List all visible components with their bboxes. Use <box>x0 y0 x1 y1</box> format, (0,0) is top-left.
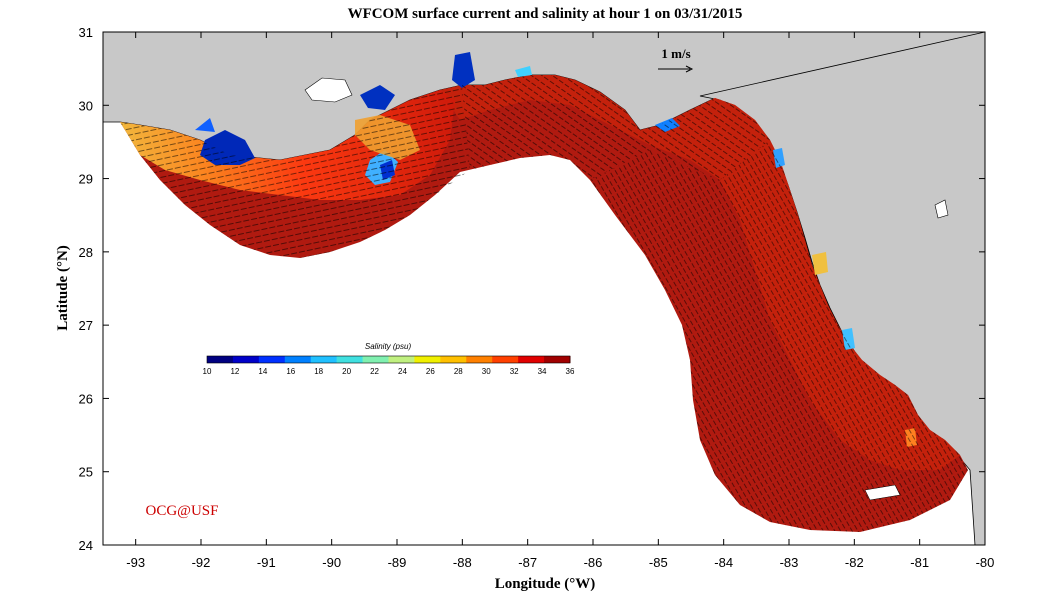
x-tick-label: -87 <box>518 555 537 570</box>
colorbar-tick-label: 26 <box>426 367 435 376</box>
x-tick-label: -90 <box>322 555 341 570</box>
x-tick-label: -82 <box>845 555 864 570</box>
current-vectors-west <box>120 85 470 258</box>
colorbar-swatch <box>466 356 493 363</box>
current-vectors-east <box>590 140 968 532</box>
x-tick-label: -91 <box>257 555 276 570</box>
y-axis-ticks: 31 30 29 28 27 26 25 24 <box>79 25 985 553</box>
x-tick-label: -83 <box>780 555 799 570</box>
vector-scale-arrowhead <box>685 65 694 73</box>
x-axis-label: Longitude (°W) <box>495 576 596 592</box>
mobile-bay-fresh <box>452 52 475 88</box>
y-tick-label: 25 <box>79 465 93 480</box>
x-tick-label: -89 <box>388 555 407 570</box>
colorbar-swatch <box>336 356 364 363</box>
pensacola-fresh <box>515 66 532 77</box>
current-vectors-north <box>462 75 770 180</box>
y-tick-label: 30 <box>79 98 93 113</box>
colorbar-swatch <box>544 356 571 363</box>
vermilion-fresh <box>195 118 215 132</box>
y-tick-label: 26 <box>79 391 93 406</box>
y-tick-label: 28 <box>79 245 93 260</box>
x-tick-label: -92 <box>192 555 211 570</box>
colorbar-swatch <box>310 356 338 363</box>
lake-pontchartrain <box>304 77 353 103</box>
colorbar-swatch <box>232 356 260 363</box>
florida-bay <box>864 484 901 501</box>
y-tick-label: 27 <box>79 318 93 333</box>
colorbar-swatch <box>207 356 234 363</box>
colorbar-tick-label: 34 <box>538 367 547 376</box>
colorbar-title: Salinity (psu) <box>365 342 412 351</box>
colorbar-frame <box>206 355 571 364</box>
colorbar-tick-label: 32 <box>510 367 519 376</box>
colorbar-swatch <box>284 356 312 363</box>
vector-scale-label: 1 m/s <box>661 46 690 61</box>
colorbar-swatch <box>388 356 415 363</box>
x-tick-label: -88 <box>453 555 472 570</box>
colorbar-swatch <box>518 356 545 363</box>
colorbar-tick-label: 36 <box>566 367 575 376</box>
y-tick-label: 31 <box>79 25 93 40</box>
x-axis-ticks: -93 -92 -91 -90 -89 -88 -87 -86 -85 -84 -83 -82 -81 -… <box>126 32 994 570</box>
colorbar-swatch <box>362 356 389 363</box>
colorbar-tick-label: 18 <box>314 367 323 376</box>
colorbar-swatch <box>492 356 519 363</box>
colorbar-swatch <box>258 356 286 363</box>
colorbar-tick-label: 30 <box>482 367 491 376</box>
colorbar-tick-label: 20 <box>342 367 351 376</box>
y-axis-label: Latitude (°N) <box>55 245 71 331</box>
borgne-fresh <box>360 85 395 110</box>
colorbar-tick-label: 16 <box>286 367 295 376</box>
lake-okeechobee <box>934 199 949 219</box>
tampa-bay-brackish <box>812 252 828 275</box>
colorbar-swatch <box>414 356 441 363</box>
map-title: WFCOM surface current and salinity at ho… <box>348 6 743 22</box>
x-tick-label: -84 <box>714 555 733 570</box>
x-tick-label: -80 <box>976 555 995 570</box>
x-tick-label: -86 <box>584 555 603 570</box>
colorbar-swatch <box>440 356 467 363</box>
colorbar-tick-label: 28 <box>454 367 463 376</box>
y-tick-label: 29 <box>79 172 93 187</box>
credit-label: OCG@USF <box>145 503 218 519</box>
x-tick-label: -85 <box>649 555 668 570</box>
plot-frame <box>102 31 986 546</box>
colorbar-tick-label: 12 <box>230 367 239 376</box>
salinity-colorbar: 10 12 14 16 18 20 22 24 26 28 30 32 34 36 <box>203 355 575 376</box>
colorbar-tick-label: 10 <box>203 367 212 376</box>
x-tick-label: -81 <box>910 555 929 570</box>
colorbar-tick-label: 22 <box>370 367 379 376</box>
y-tick-label: 24 <box>79 538 93 553</box>
colorbar-tick-label: 24 <box>398 367 407 376</box>
colorbar-tick-label: 14 <box>258 367 267 376</box>
x-tick-label: -93 <box>126 555 145 570</box>
